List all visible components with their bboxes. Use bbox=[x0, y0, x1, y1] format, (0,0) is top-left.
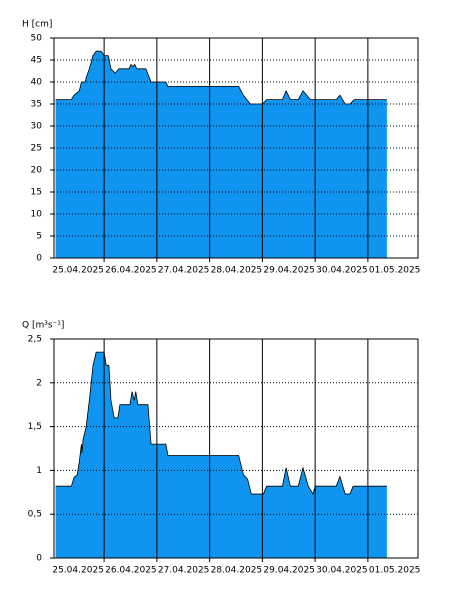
y-tick-label: 25 bbox=[31, 144, 42, 154]
x-tick-label: 27.04.2025 bbox=[158, 266, 210, 276]
y-tick-label: 30 bbox=[31, 122, 43, 132]
y-tick-label: 35 bbox=[31, 100, 42, 110]
x-tick-label: 29.04.2025 bbox=[263, 566, 315, 576]
area-line bbox=[55, 50, 387, 105]
x-tick-label: 27.04.2025 bbox=[158, 566, 210, 576]
plot-frame bbox=[53, 338, 419, 559]
x-tick-label: 25.04.2025 bbox=[52, 566, 104, 576]
y-tick-label: 5 bbox=[36, 232, 42, 242]
area-fill bbox=[55, 51, 387, 259]
y-tick-label: 1 bbox=[36, 466, 42, 476]
y-tick-label: 45 bbox=[31, 56, 42, 66]
x-tick-label: 30.04.2025 bbox=[316, 566, 368, 576]
y-axis-title: H [cm] bbox=[22, 20, 52, 30]
x-tick-label: 01.05.2025 bbox=[369, 566, 421, 576]
y-tick-label: 2,5 bbox=[28, 335, 42, 345]
x-tick-label: 26.04.2025 bbox=[105, 266, 157, 276]
x-tick-label: 30.04.2025 bbox=[316, 266, 368, 276]
y-tick-label: 40 bbox=[31, 78, 43, 88]
area-line bbox=[55, 351, 387, 496]
x-tick-label: 01.05.2025 bbox=[369, 266, 421, 276]
x-tick-label: 28.04.2025 bbox=[211, 566, 263, 576]
y-tick-label: 2 bbox=[36, 378, 42, 388]
y-tick-label: 10 bbox=[31, 210, 43, 220]
y-tick-label: 0 bbox=[36, 554, 42, 564]
y-tick-label: 1,5 bbox=[28, 422, 42, 432]
y-tick-label: 15 bbox=[31, 188, 42, 198]
x-tick-label: 28.04.2025 bbox=[211, 266, 263, 276]
plot-frame bbox=[53, 37, 419, 259]
y-axis-title: Q [m³s⁻¹] bbox=[22, 321, 64, 331]
x-tick-label: 25.04.2025 bbox=[52, 266, 104, 276]
area-fill bbox=[55, 352, 387, 558]
y-tick-label: 0 bbox=[36, 254, 42, 264]
y-tick-label: 0,5 bbox=[28, 510, 42, 520]
y-tick-label: 20 bbox=[31, 166, 43, 176]
x-tick-label: 26.04.2025 bbox=[105, 566, 157, 576]
x-tick-label: 29.04.2025 bbox=[263, 266, 315, 276]
y-tick-label: 50 bbox=[31, 34, 43, 44]
